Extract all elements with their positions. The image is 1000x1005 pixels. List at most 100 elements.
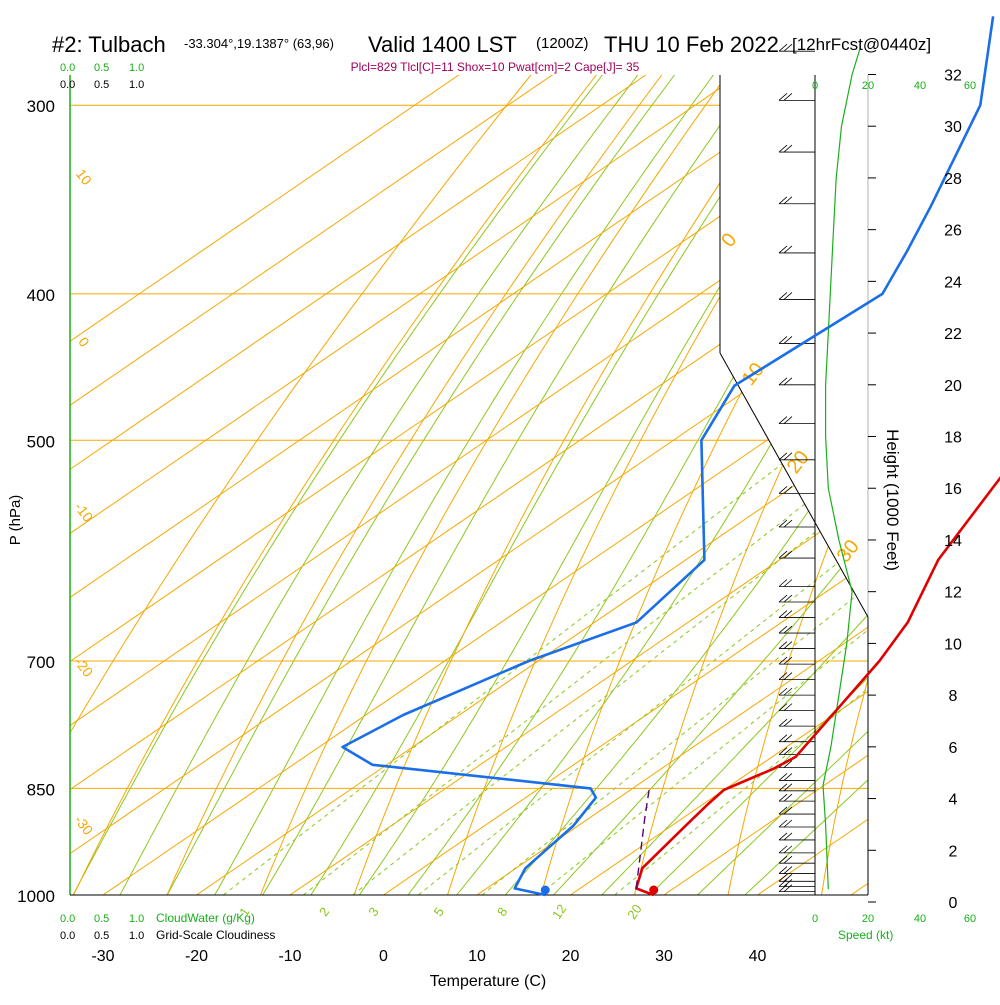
speed-bottom-60: 60	[964, 913, 976, 925]
cloudwater-bottom-1: 0.5	[94, 913, 109, 925]
cloudwater-bottom-0: 0.0	[60, 913, 75, 925]
height-tick-label: 8	[949, 688, 958, 705]
cloudwater-top-0: 0.0	[60, 62, 75, 74]
cloudwater-top-1: 0.5	[94, 62, 109, 74]
isotherm-line	[851, 0, 1000, 895]
isotherm-line	[197, 0, 1000, 895]
height-tick-label: 4	[949, 792, 958, 809]
temperature-tick-label: 20	[562, 948, 580, 965]
height-axis-title: Height (1000 Feet)	[883, 429, 902, 571]
stability-indices: Plcl=829 Tlcl[C]=11 Shox=10 Pwat[cm]=2 C…	[351, 60, 640, 74]
zulu-time: (1200Z)	[536, 35, 589, 52]
pressure-tick-label: 300	[27, 97, 55, 116]
temperature-tick-label: -20	[185, 948, 208, 965]
forecast-run: [12hrFcst@0440z]	[792, 35, 931, 54]
axis-ticks: 2503004005007008501000-30-20-10010203040…	[17, 0, 962, 965]
dry-adiabat-line	[912, 0, 1000, 927]
isotherm-line	[0, 0, 963, 895]
wind-speed-line	[823, 49, 860, 890]
speed-label: Speed (kt)	[838, 928, 893, 942]
mixing-ratio-label: 12	[549, 901, 570, 921]
mixing-ratio-label: 2	[316, 904, 332, 919]
pressure-tick-label: 500	[27, 432, 55, 451]
cloudiness-label: Grid-Scale Cloudiness	[156, 928, 275, 942]
cloudwater-label: CloudWater (g/Kg)	[156, 911, 255, 925]
cloudiness-bottom-0: 0.0	[60, 930, 75, 942]
height-tick-label: 0	[949, 895, 958, 912]
temperature-tick-label: -10	[278, 948, 301, 965]
height-tick-label: 30	[944, 119, 962, 136]
isotherm-line	[477, 0, 1000, 895]
temperature-tick-label: 10	[468, 948, 486, 965]
y-axis-title: P (hPa)	[7, 495, 24, 546]
isotherm-label: 0	[717, 229, 741, 251]
cloudwater-bottom-2: 1.0	[129, 913, 144, 925]
pressure-tick-label: 850	[27, 780, 55, 799]
mixing-ratio-label: 8	[494, 904, 510, 919]
isotherms	[0, 0, 1000, 895]
height-tick-label: 14	[944, 533, 962, 550]
isobars	[70, 0, 868, 895]
isotherm-line	[103, 0, 1000, 895]
speed-bottom-0: 0	[812, 913, 818, 925]
height-tick-label: 18	[944, 430, 962, 447]
isotherm-label: -30	[71, 812, 96, 838]
mixing-ratio-line	[223, 294, 1000, 895]
cloudiness-bottom-1: 0.5	[94, 930, 109, 942]
frame-right-diagonal	[720, 353, 868, 617]
speed-bottom-20: 20	[862, 913, 874, 925]
speed-top-20: 20	[862, 80, 874, 92]
pressure-tick-label: 400	[27, 286, 55, 305]
mixing-ratio-label: 3	[365, 904, 381, 919]
mixing-ratio-label: 5	[431, 904, 447, 919]
height-tick-label: 20	[944, 378, 962, 395]
isotherm-line	[0, 0, 776, 895]
height-tick-label: 16	[944, 481, 962, 498]
parcel-path-line	[636, 790, 649, 889]
speed-bottom-40: 40	[914, 913, 926, 925]
valid-time: Valid 1400 LST	[368, 32, 517, 57]
isotherm-line	[0, 0, 589, 895]
mixing-ratio-label: 20	[624, 901, 645, 921]
temperature-tick-label: 0	[379, 948, 388, 965]
temperature-tick-label: -30	[91, 948, 114, 965]
cloudiness-top-2: 1.0	[129, 79, 144, 91]
isotherm-line	[0, 0, 870, 895]
pressure-tick-label: 700	[27, 653, 55, 672]
isotherm-line	[758, 0, 1000, 895]
isotherm-label: 10	[73, 166, 95, 188]
isotherm-label: -10	[71, 499, 96, 525]
height-tick-label: 22	[944, 326, 962, 343]
mixing-ratio-line	[303, 294, 1000, 895]
cloudiness-top-1: 0.5	[94, 79, 109, 91]
cloudiness-top-0: 0.0	[60, 79, 75, 91]
height-tick-label: 26	[944, 223, 962, 240]
height-tick-label: 10	[944, 636, 962, 653]
cloudwater-top-2: 1.0	[129, 62, 144, 74]
station-location: -33.304°,19.1387° (63,96)	[184, 36, 334, 51]
height-tick-label: 12	[944, 585, 962, 602]
speed-top-40: 40	[914, 80, 926, 92]
height-tick-label: 24	[944, 274, 962, 291]
temperature-tick-label: 40	[749, 948, 767, 965]
height-tick-label: 28	[944, 171, 962, 188]
cloudiness-bottom-2: 1.0	[129, 930, 144, 942]
height-tick-label: 6	[949, 740, 958, 757]
temperature-profile-line	[636, 16, 1000, 895]
mixing-ratio-line	[615, 294, 1000, 895]
isotherm-line	[0, 0, 1000, 895]
surface-temperature-dot	[649, 886, 658, 895]
forecast-date: THU 10 Feb 2022	[604, 32, 779, 57]
speed-top-60: 60	[964, 80, 976, 92]
temperature-tick-label: 30	[655, 948, 673, 965]
x-axis-title: Temperature (C)	[430, 973, 546, 990]
speed-top-0: 0	[812, 80, 818, 92]
mixing-ratio-lines	[223, 294, 1000, 895]
isotherm-line	[0, 0, 1000, 895]
mixing-ratio-line	[353, 294, 1000, 895]
pressure-tick-label: 1000	[17, 887, 55, 906]
height-tick-label: 2	[949, 843, 958, 860]
